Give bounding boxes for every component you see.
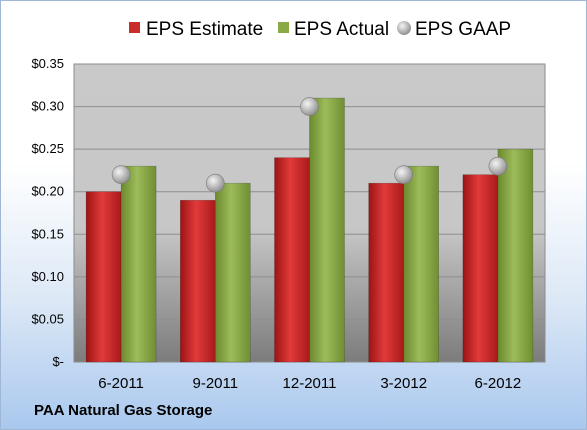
gaap-markers	[111, 97, 508, 193]
x-tick-label: 6-2012	[475, 375, 522, 392]
bar-eps-actual	[403, 165, 440, 363]
marker-eps-gaap	[488, 156, 508, 176]
bars	[85, 97, 534, 363]
marker-eps-gaap	[300, 97, 319, 116]
y-tick-label: $0.05	[31, 311, 64, 326]
legend-swatch-eps-gaap	[397, 21, 411, 35]
x-tick-label: 9-2011	[193, 375, 239, 392]
legend-label-eps-gaap: EPS GAAP	[415, 19, 511, 40]
y-tick-label: $-	[52, 354, 64, 369]
y-tick-label: $0.25	[31, 141, 64, 156]
y-tick-label: $0.20	[31, 184, 64, 199]
legend-swatch-eps-estimate	[129, 22, 140, 33]
bar-eps-estimate	[180, 199, 216, 363]
x-tick-label: 6-2011	[98, 375, 144, 392]
marker-eps-gaap	[111, 165, 131, 184]
bar-eps-actual	[309, 97, 345, 363]
bar-eps-actual	[497, 148, 534, 363]
legend: EPS Estimate EPS Actual EPS GAAP	[129, 19, 511, 40]
x-axis: 6-2011 9-2011 12-2011 3-2012 6-2012	[98, 375, 521, 392]
y-tick-label: $0.30	[31, 99, 64, 114]
bar-eps-estimate	[274, 157, 310, 363]
legend-swatch-eps-actual	[278, 22, 289, 33]
legend-label-eps-actual: EPS Actual	[294, 19, 389, 40]
company-name: PAA Natural Gas Storage	[34, 402, 213, 419]
x-tick-label: 12-2011	[283, 375, 337, 392]
bar-eps-actual	[120, 165, 157, 363]
y-tick-label: $0.15	[31, 226, 64, 241]
bar-eps-estimate	[462, 174, 499, 363]
y-tick-label: $0.10	[31, 269, 64, 284]
bar-eps-actual	[215, 182, 251, 363]
legend-label-eps-estimate: EPS Estimate	[146, 19, 263, 40]
marker-eps-gaap	[394, 165, 414, 184]
x-tick-label: 3-2012	[380, 375, 427, 392]
bar-eps-estimate	[368, 182, 405, 363]
bar-eps-estimate	[85, 191, 122, 363]
y-tick-label: $0.35	[31, 56, 64, 71]
marker-eps-gaap	[206, 173, 225, 193]
y-axis: $- $0.05 $0.10 $0.15 $0.20 $0.25 $0.30 $0.35	[31, 56, 64, 369]
